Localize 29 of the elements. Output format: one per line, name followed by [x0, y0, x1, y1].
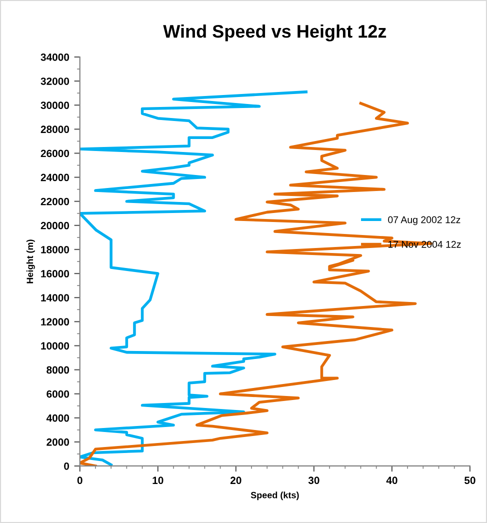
x-tick-label: 10 — [152, 476, 164, 484]
y-tick-label: 14000 — [41, 294, 70, 302]
y-tick-label: 12000 — [41, 318, 70, 326]
x-tick-label: 40 — [386, 476, 398, 484]
y-tick-label: 30000 — [40, 102, 70, 110]
y-tick-label: 0 — [64, 462, 70, 470]
y-tick-label: 20000 — [40, 222, 70, 230]
y-tick-label: 2000 — [46, 438, 70, 446]
y-tick-label: 32000 — [40, 78, 70, 85]
x-axis-title: Speed (kts) — [250, 492, 299, 500]
x-tick-label: 0 — [77, 476, 82, 484]
chart-title: Wind Speed vs Height 12z — [163, 24, 386, 42]
y-tick-label: 24000 — [40, 174, 70, 182]
y-tick-label: 28000 — [40, 126, 70, 134]
y-tick-label: 16000 — [41, 270, 70, 278]
y-tick-label: 6000 — [46, 390, 70, 398]
x-tick-label: 30 — [308, 476, 320, 484]
y-tick-label: 10000 — [41, 342, 70, 350]
y-tick-label: 8000 — [46, 366, 70, 374]
x-tick-label: 20 — [230, 476, 242, 484]
y-tick-label: 34000 — [40, 54, 70, 61]
x-tick-label: 50 — [464, 476, 476, 484]
line-series — [80, 90, 308, 466]
y-tick-label: 26000 — [40, 150, 70, 158]
y-tick-label: 22000 — [40, 198, 70, 206]
y-tick-label: 18000 — [41, 246, 70, 254]
y-tick-label: 4000 — [46, 414, 70, 422]
legend-label: 07 Aug 2002 12z — [388, 216, 460, 226]
y-axis-title: Height (m) — [26, 240, 35, 284]
